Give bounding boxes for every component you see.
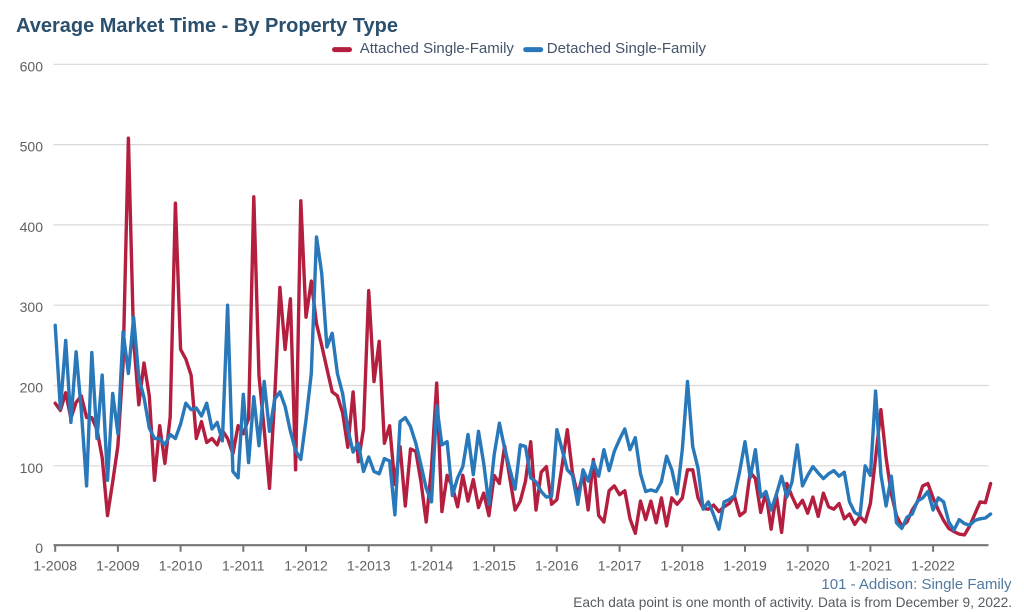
svg-text:200: 200 — [20, 380, 44, 396]
svg-text:1-2022: 1-2022 — [911, 557, 955, 573]
svg-text:1-2016: 1-2016 — [535, 557, 579, 573]
svg-text:400: 400 — [20, 219, 44, 235]
svg-text:1-2009: 1-2009 — [96, 557, 140, 573]
svg-text:1-2019: 1-2019 — [723, 557, 767, 573]
svg-text:Each data point is one month o: Each data point is one month of activity… — [573, 595, 1012, 610]
svg-text:500: 500 — [20, 139, 44, 155]
svg-text:1-2013: 1-2013 — [347, 557, 391, 573]
svg-text:Average Market Time - By Prope: Average Market Time - By Property Type — [16, 15, 398, 37]
svg-text:Attached Single-Family: Attached Single-Family — [360, 40, 515, 57]
svg-text:1-2014: 1-2014 — [410, 557, 454, 573]
svg-text:600: 600 — [20, 58, 44, 74]
svg-text:100: 100 — [20, 460, 44, 476]
svg-text:1-2010: 1-2010 — [159, 557, 203, 573]
svg-text:Detached Single-Family: Detached Single-Family — [547, 40, 707, 57]
svg-text:1-2021: 1-2021 — [849, 557, 893, 573]
svg-text:1-2012: 1-2012 — [284, 557, 328, 573]
svg-text:1-2008: 1-2008 — [33, 557, 77, 573]
svg-text:0: 0 — [35, 540, 43, 556]
svg-text:300: 300 — [20, 299, 44, 315]
svg-text:1-2015: 1-2015 — [472, 557, 516, 573]
svg-text:1-2017: 1-2017 — [598, 557, 642, 573]
svg-text:1-2011: 1-2011 — [222, 557, 265, 573]
svg-text:101 - Addison: Single Family: 101 - Addison: Single Family — [821, 576, 1012, 593]
svg-text:1-2020: 1-2020 — [786, 557, 830, 573]
svg-text:1-2018: 1-2018 — [661, 557, 705, 573]
